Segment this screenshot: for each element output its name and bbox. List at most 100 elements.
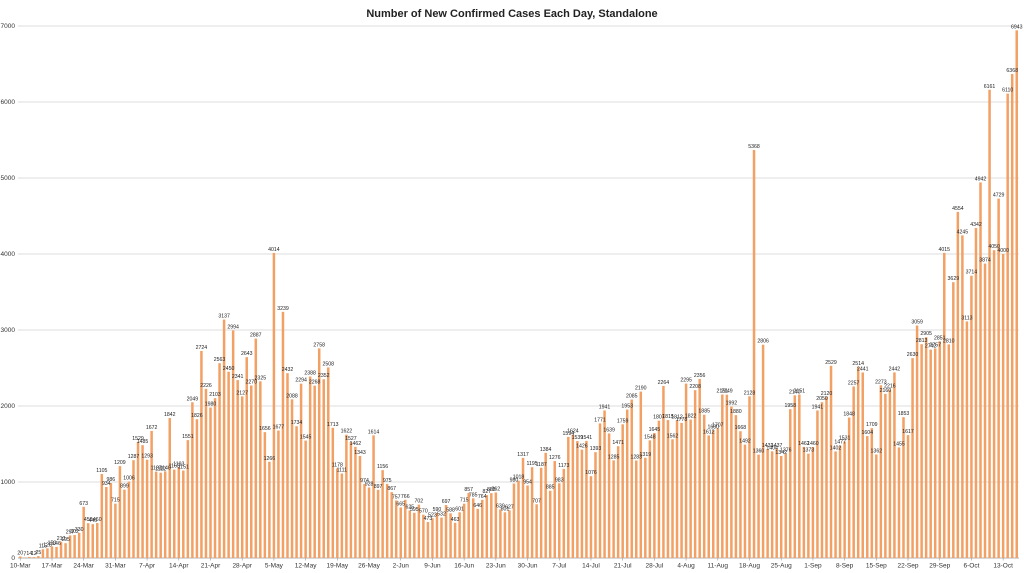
bar: [517, 480, 520, 558]
bar: [46, 548, 49, 558]
data-label: 1373: [803, 448, 815, 454]
bar: [109, 483, 113, 558]
x-tick-label: 30-Jun: [518, 563, 538, 570]
data-label: 697: [442, 499, 451, 505]
bar: [535, 504, 538, 558]
bar: [154, 471, 158, 558]
data-label: 3714: [966, 270, 978, 276]
data-label: 2088: [286, 393, 298, 399]
bar: [684, 383, 688, 558]
data-label: 2432: [282, 367, 294, 373]
data-label: 853: [487, 487, 496, 493]
data-label: 974: [360, 478, 369, 484]
data-label: 1460: [807, 441, 819, 447]
data-label: 1624: [567, 429, 579, 435]
bar: [182, 470, 185, 558]
bar: [625, 409, 629, 558]
bar: [798, 394, 801, 558]
x-tick-label: 5-May: [265, 563, 284, 570]
data-label: 1195: [527, 461, 538, 467]
bar: [118, 466, 122, 558]
bar: [159, 472, 162, 558]
bar: [236, 380, 239, 558]
bar: [947, 344, 951, 558]
bar: [268, 461, 271, 558]
data-label: 2128: [744, 390, 756, 396]
data-label: 2216: [884, 384, 896, 390]
bar: [200, 350, 203, 558]
data-label: 146: [52, 541, 61, 547]
data-label: 4942: [975, 176, 987, 182]
data-label: 1551: [182, 434, 194, 440]
data-label: 6368: [1006, 68, 1018, 74]
data-label: 1826: [191, 413, 203, 419]
bar: [961, 235, 964, 558]
bar: [594, 452, 597, 558]
bar: [204, 388, 208, 558]
bar: [431, 518, 434, 558]
data-label: 1941: [812, 404, 824, 410]
y-tick-label: 2000: [1, 403, 16, 410]
x-tick-label: 2-Jun: [393, 563, 410, 570]
bar: [449, 513, 452, 558]
bar: [426, 522, 430, 558]
data-label: 983: [555, 477, 564, 483]
bar: [544, 452, 547, 558]
bar: [621, 424, 624, 558]
bar: [136, 441, 140, 558]
data-label: 646: [473, 503, 482, 509]
y-axis: 0 1000 2000 3000 4000 5000 6000 7000: [1, 23, 16, 562]
data-label: 1992: [726, 401, 738, 407]
data-label: 2151: [794, 389, 806, 395]
data-label: 2529: [825, 360, 837, 366]
x-tick-label: 10-Mar: [10, 563, 31, 570]
bar: [96, 523, 99, 558]
bar: [77, 532, 81, 558]
data-label: 4729: [993, 193, 1005, 199]
bar: [82, 506, 85, 558]
bar: [567, 436, 570, 558]
data-label: 1266: [264, 456, 276, 462]
data-label: 2851: [934, 335, 946, 341]
data-label: 2563: [214, 357, 226, 363]
data-label: 639: [496, 503, 505, 509]
bar: [105, 487, 108, 558]
data-label: 463: [451, 517, 460, 523]
data-label: 1645: [649, 427, 661, 433]
data-label: 1163: [169, 464, 180, 470]
bar: [571, 434, 575, 558]
data-label: 4050: [988, 244, 1000, 250]
data-label: 1677: [273, 425, 285, 431]
data-label: 595: [410, 507, 419, 513]
bar: [213, 398, 217, 558]
bar: [834, 451, 837, 558]
x-tick-label: 16-Jun: [454, 563, 474, 570]
bar: [413, 512, 416, 558]
bar: [422, 514, 425, 558]
data-label: 1477: [834, 440, 846, 446]
bar: [956, 211, 960, 558]
bar: [952, 282, 955, 558]
x-tick-label: 24-Mar: [73, 563, 94, 570]
data-label: 473: [424, 516, 433, 522]
data-label: 1122: [155, 467, 166, 473]
bar: [766, 449, 769, 558]
data-label: 1343: [354, 450, 366, 456]
data-label: 899: [120, 484, 129, 490]
data-label: 1462: [798, 441, 810, 447]
bar: [811, 447, 815, 558]
bar: [761, 344, 765, 558]
data-label: 2208: [689, 384, 701, 390]
bar: [847, 417, 851, 558]
data-label: 3113: [961, 315, 972, 321]
bar: [558, 483, 561, 558]
data-label: 2120: [821, 391, 833, 397]
bar: [399, 507, 402, 558]
bar: [702, 414, 706, 558]
data-label: 1018: [513, 475, 525, 481]
data-label: 14: [26, 551, 32, 557]
bar: [829, 365, 833, 558]
data-label: 3137: [218, 314, 230, 320]
data-label: 2450: [223, 366, 235, 372]
x-tick-label: 13-Oct: [993, 563, 1013, 570]
